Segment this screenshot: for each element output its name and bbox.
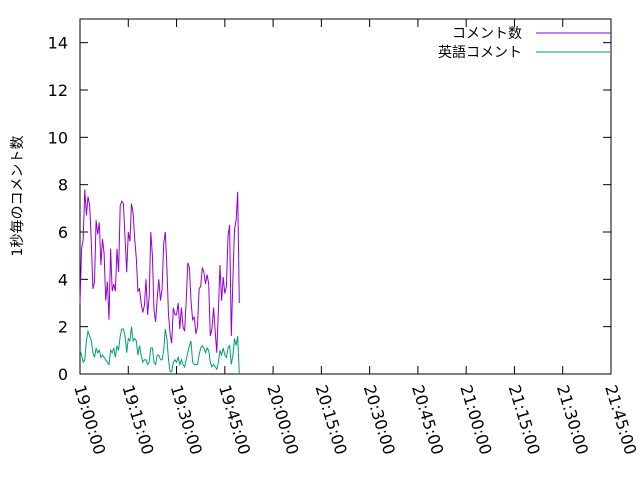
y-tick-label: 6 [58,223,68,242]
x-tick-label: 19:00:00 [70,383,109,457]
x-tick-label: 19:45:00 [215,383,254,457]
legend-label-1: コメント数 [452,26,522,42]
x-tick-label: 20:45:00 [408,383,447,457]
legend-label-2: 英語コメント [438,44,522,61]
y-tick-label: 8 [58,176,68,195]
x-tick-label: 21:45:00 [601,383,640,457]
x-tick-label: 21:30:00 [553,383,592,457]
y-tick-label: 2 [58,318,68,337]
series-line-1 [79,189,240,353]
x-axis: 19:00:00 19:15:00 19:30:00 19:45:00 20:00:00… [70,19,640,457]
y-axis-title: 1秒毎のコメント数 [10,136,26,257]
x-tick-label: 21:00:00 [456,383,495,457]
y-tick-label: 10 [48,128,68,147]
x-tick-label: 20:00:00 [263,383,302,457]
x-tick-label: 21:15:00 [505,383,544,457]
series-line-2 [79,326,240,375]
series-group [79,189,240,375]
y-tick-label: 14 [48,34,68,53]
x-tick-label: 19:15:00 [118,383,157,457]
x-tick-label: 20:30:00 [360,383,399,457]
x-tick-label: 19:30:00 [167,383,206,457]
y-axis: 0 2 4 6 8 10 12 14 [48,34,611,384]
y-tick-label: 0 [58,365,68,384]
y-tick-label: 12 [48,81,68,100]
plot-frame [79,18,612,375]
y-tick-label: 4 [58,270,68,289]
x-tick-label: 20:15:00 [312,383,351,457]
